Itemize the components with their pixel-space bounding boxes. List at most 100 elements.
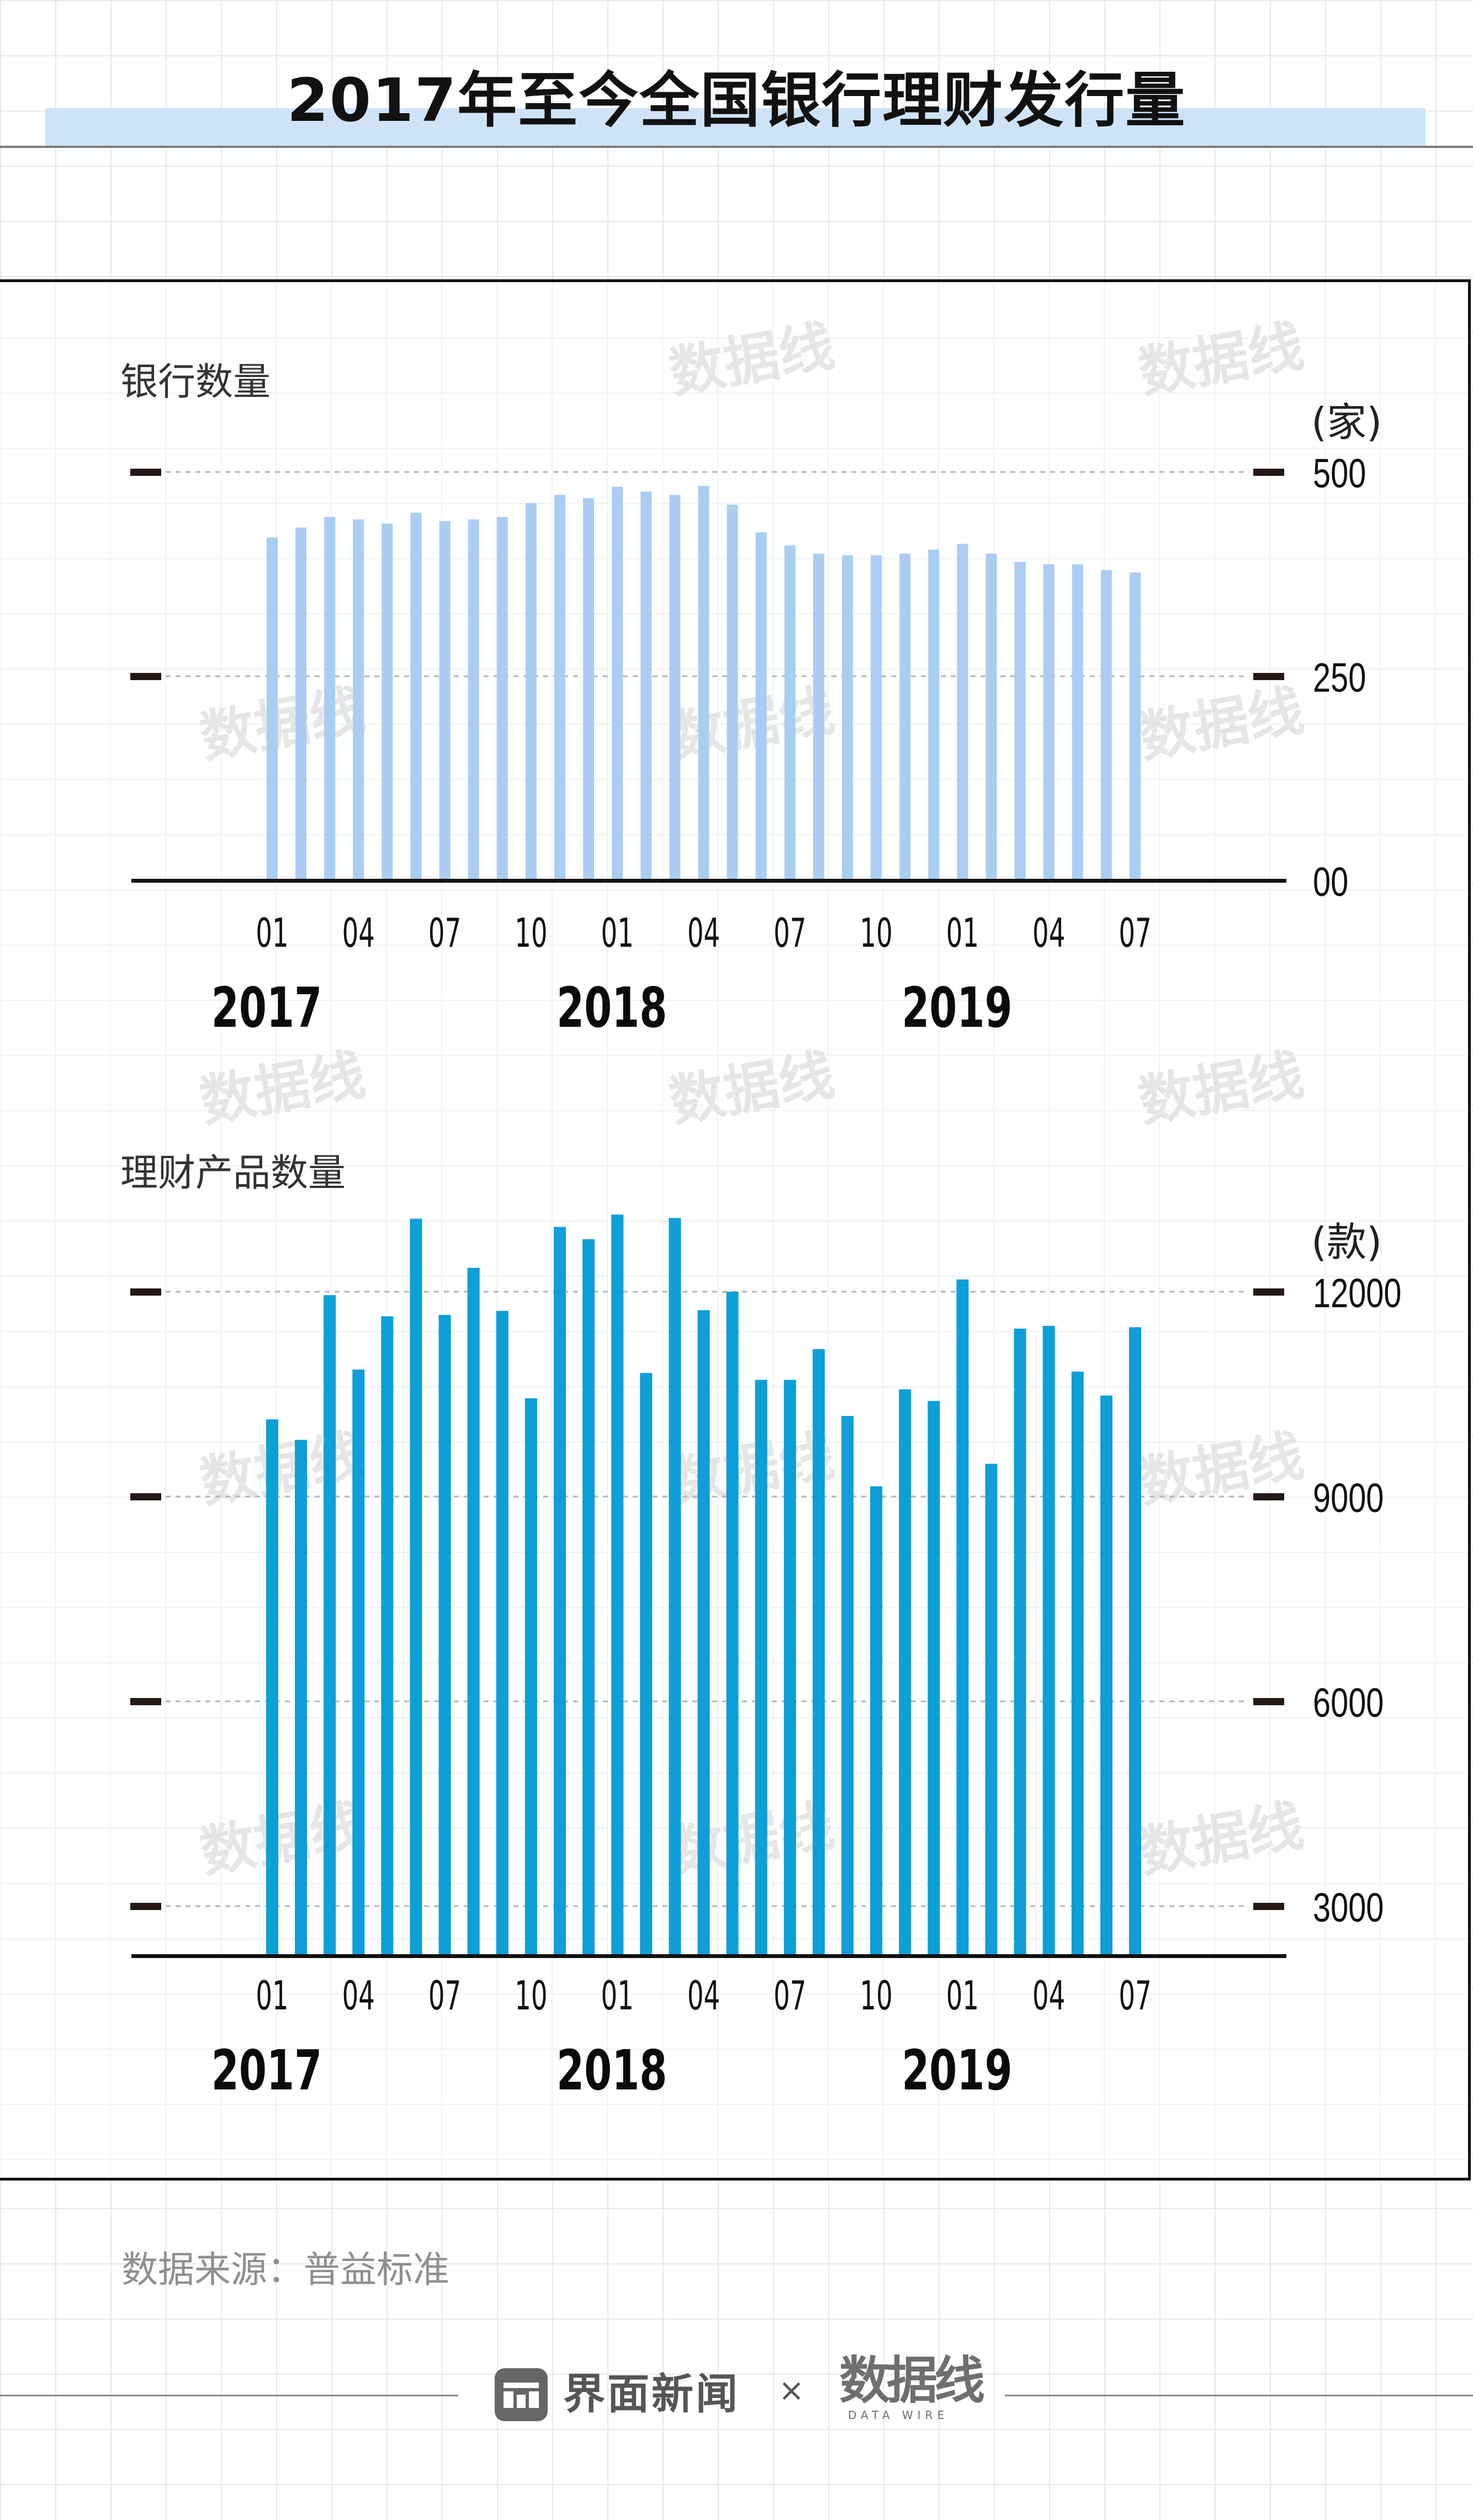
footer-divider-right: [1005, 2395, 1473, 2396]
product-y-tick-label: 12000: [1313, 1271, 1402, 1317]
product-bar-2018-08: [812, 1349, 825, 1956]
bank-year-label: 2017: [211, 975, 322, 1040]
product-x-axis: [131, 1954, 1286, 1958]
product-bar-2018-04: [697, 1310, 710, 1956]
product-x-tick-label: 04: [1032, 1972, 1065, 2019]
bank-bar-2018-09: [842, 555, 853, 880]
bank-bar-2018-11: [899, 554, 911, 880]
product-y-tick-label: 6000: [1313, 1680, 1384, 1726]
product-year-label: 2019: [902, 2038, 1012, 2103]
product-y-tick-label: 9000: [1313, 1476, 1384, 1521]
product-year-label: 2017: [211, 2038, 322, 2103]
product-tick-mark-left: [130, 1493, 161, 1500]
partner-name: 数据线: [839, 2351, 985, 2410]
product-bar-2017-09: [496, 1311, 508, 1956]
product-y-tick-label: 3000: [1313, 1885, 1384, 1931]
bank-tick-mark-right: [1253, 673, 1284, 680]
product-bar-2017-10: [524, 1398, 537, 1956]
times-separator: ×: [778, 2373, 804, 2408]
product-bar-2019-03: [1014, 1328, 1026, 1956]
footer-divider-left: [0, 2395, 458, 2396]
bank-bar-2017-11: [554, 495, 565, 880]
bank-bar-2019-01: [957, 544, 968, 880]
product-bar-2017-03: [324, 1295, 336, 1956]
bank-bar-2018-08: [813, 554, 824, 880]
product-x-tick-label: 07: [773, 1972, 806, 2019]
product-bar-2017-06: [410, 1218, 422, 1956]
product-x-tick-label: 07: [428, 1972, 461, 2019]
product-bar-2018-03: [669, 1218, 681, 1956]
product-bar-2017-12: [582, 1239, 595, 1956]
product-x-tick-label: 07: [1119, 1972, 1151, 2019]
bank-y-tick-label: 500: [1313, 451, 1366, 497]
product-bar-2018-02: [640, 1373, 653, 1956]
product-unit-label: (款): [1311, 1219, 1382, 1265]
product-tick-mark-left: [130, 1288, 161, 1296]
product-bar-2019-06: [1100, 1395, 1112, 1956]
bank-bar-2019-02: [985, 554, 997, 880]
bank-chart-title: 银行数量: [120, 360, 271, 404]
bank-x-tick-label: 01: [601, 910, 634, 956]
bank-bar-2019-06: [1100, 570, 1112, 880]
title-band: [45, 108, 1426, 147]
bank-bar-2018-10: [871, 555, 882, 880]
bank-bar-2017-02: [295, 527, 307, 880]
bank-x-tick-label: 04: [1032, 910, 1065, 956]
bank-bar-2018-05: [727, 505, 738, 880]
bank-x-tick-label: 04: [687, 910, 720, 956]
bank-tick-mark-left: [130, 469, 161, 476]
bank-bar-2018-12: [928, 549, 940, 880]
bank-bar-2019-04: [1043, 564, 1055, 880]
product-tick-mark-right: [1253, 1903, 1284, 1910]
bank-bar-2017-04: [353, 519, 364, 880]
bank-bar-2019-07: [1130, 572, 1141, 880]
product-bar-2018-11: [899, 1389, 912, 1956]
product-bar-2018-05: [726, 1292, 739, 1956]
bank-x-axis: [131, 879, 1286, 883]
product-bar-2018-07: [783, 1380, 796, 1956]
product-tick-mark-right: [1253, 1493, 1284, 1500]
product-x-tick-label: 04: [687, 1972, 720, 2019]
page-title: 2017年至今全国银行理财发行量: [287, 66, 1186, 135]
bank-bar-2017-08: [468, 519, 479, 880]
product-x-tick-label: 01: [256, 1972, 288, 2019]
bank-year-label: 2019: [902, 975, 1012, 1040]
partner-logo: 数据线 DATA WIRE: [839, 2351, 985, 2436]
bank-year-label: 2018: [557, 975, 667, 1040]
product-bar-2019-02: [985, 1463, 998, 1956]
bank-bar-2017-09: [496, 517, 508, 880]
product-bar-2019-05: [1071, 1371, 1084, 1956]
bank-bar-2017-05: [382, 523, 393, 880]
bank-bar-2018-04: [698, 486, 709, 880]
product-bar-2017-11: [554, 1227, 566, 1956]
product-tick-mark-right: [1253, 1698, 1284, 1705]
bank-bar-2017-06: [410, 513, 422, 880]
product-bar-2018-09: [841, 1416, 854, 1956]
product-bar-2017-02: [295, 1440, 308, 1956]
bank-bar-2017-01: [267, 537, 278, 880]
bank-bar-2019-05: [1072, 564, 1083, 880]
product-bar-2018-01: [611, 1214, 624, 1956]
bank-x-tick-label: 01: [946, 910, 979, 956]
product-tick-mark-left: [130, 1698, 161, 1705]
bank-bar-2018-06: [755, 532, 767, 880]
partner-sub: DATA WIRE: [848, 2408, 949, 2422]
product-bar-2017-07: [438, 1315, 451, 1956]
bank-bar-2017-10: [525, 503, 537, 880]
bank-x-tick-label: 07: [1119, 910, 1151, 956]
brand-name: 界面新闻: [563, 2369, 740, 2418]
bank-bar-2018-01: [612, 486, 623, 880]
bank-bar-2017-12: [583, 498, 595, 880]
product-x-tick-label: 01: [601, 1972, 634, 2019]
product-bar-2019-04: [1042, 1325, 1055, 1956]
product-bar-2018-06: [755, 1380, 767, 1956]
product-bar-2017-05: [381, 1316, 394, 1956]
product-x-tick-label: 10: [860, 1972, 892, 2019]
data-source: 数据来源：普益标准: [121, 2248, 449, 2291]
bank-y-tick-label: 00: [1313, 860, 1348, 905]
product-bar-2017-01: [266, 1419, 278, 1956]
jiemian-logo-icon: [495, 2368, 548, 2421]
product-chart-title: 理财产品数量: [120, 1152, 346, 1195]
product-tick-mark-right: [1253, 1288, 1284, 1296]
